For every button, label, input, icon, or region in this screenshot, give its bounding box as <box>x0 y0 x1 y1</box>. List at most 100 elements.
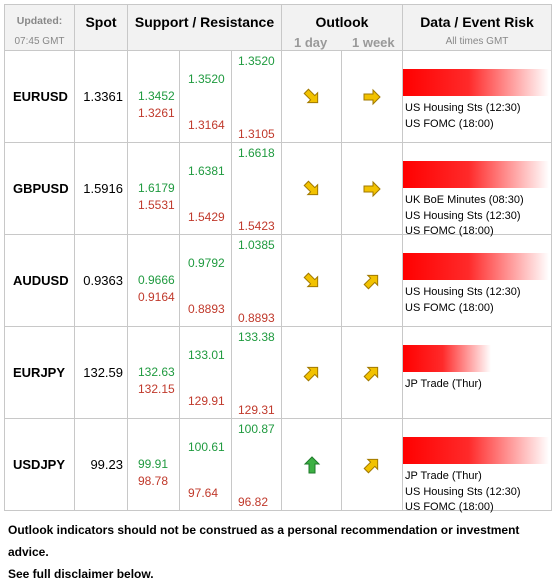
event-risk-cell: JP Trade (Thur) US Housing Sts (12:30) US … <box>402 418 552 513</box>
disclaimer: Outlook indicators should not be constru… <box>8 519 560 585</box>
outlook-1week-label: 1 week <box>352 35 395 50</box>
pair-name: EURJPY <box>4 326 75 419</box>
sr-col-1: 1.3452 1.3261 <box>127 50 180 143</box>
sr-col-3: 1.0385 0.8893 <box>231 234 282 327</box>
support-3: 96.82 <box>238 495 269 509</box>
table-row: EURUSD 1.3361 1.3452 1.3261 1.3520 1.3164 1.35… <box>4 50 552 143</box>
support-3: 129.31 <box>238 403 275 417</box>
event-risk-cell: US Housing Sts (12:30) US FOMC (18:00) <box>402 50 552 143</box>
spot-price: 132.59 <box>74 326 128 419</box>
sr-col-3: 133.38 129.31 <box>231 326 282 419</box>
disclaimer-line1: Outlook indicators should not be constru… <box>8 523 520 559</box>
risk-bar <box>403 161 549 188</box>
support-3: 0.8893 <box>238 311 275 325</box>
event-list: US Housing Sts (12:30) US FOMC (18:00) <box>405 285 521 316</box>
resistance-2: 1.3520 <box>188 72 225 86</box>
outlook-1day-icon <box>281 142 342 235</box>
resistance-1: 132.63 <box>138 365 175 379</box>
pair-name: GBPUSD <box>4 142 75 235</box>
event-item: US FOMC (18:00) <box>405 117 494 130</box>
spot-price: 1.5916 <box>74 142 128 235</box>
outlook-1day-icon <box>281 234 342 327</box>
outlook-1day-icon <box>281 326 342 419</box>
support-2: 1.3164 <box>188 118 225 132</box>
support-1: 98.78 <box>138 474 169 488</box>
event-item: JP Trade (Thur) <box>405 470 482 482</box>
support-3: 1.5423 <box>238 219 275 233</box>
events-header: Data / Event Risk All times GMT <box>402 4 552 51</box>
outlook-1day-label: 1 day <box>294 35 328 50</box>
event-list: JP Trade (Thur) US Housing Sts (12:30) US … <box>405 469 521 516</box>
sr-col-3: 1.6618 1.5423 <box>231 142 282 235</box>
resistance-3: 133.38 <box>238 330 275 344</box>
support-1: 1.3261 <box>138 106 175 120</box>
resistance-2: 0.9792 <box>188 256 225 270</box>
outlook-1week-icon <box>341 50 403 143</box>
event-risk-cell: US Housing Sts (12:30) US FOMC (18:00) <box>402 234 552 327</box>
header-row: Updated: 07:45 GMT Spot Support / Resist… <box>4 4 552 51</box>
table-row: AUDUSD 0.9363 0.9666 0.9164 0.9792 0.8893 1.03… <box>4 234 552 327</box>
outlook-1week-icon <box>341 234 403 327</box>
spot-price: 0.9363 <box>74 234 128 327</box>
event-item: US Housing Sts (12:30) <box>405 286 521 298</box>
risk-bar <box>403 345 491 372</box>
outlook-1day-icon <box>281 418 342 511</box>
resistance-1: 0.9666 <box>138 273 175 287</box>
event-item: US Housing Sts (12:30) <box>405 102 521 114</box>
updated-label: Updated: <box>16 15 63 27</box>
sr-col-1: 1.6179 1.5531 <box>127 142 180 235</box>
spot-price: 99.23 <box>74 418 128 511</box>
pair-name: EURUSD <box>4 50 75 143</box>
risk-bar <box>403 253 549 280</box>
resistance-1: 1.6179 <box>138 181 175 195</box>
resistance-2: 100.61 <box>188 440 225 454</box>
sr-col-2: 0.9792 0.8893 <box>179 234 232 327</box>
risk-bar <box>403 437 549 464</box>
support-2: 129.91 <box>188 394 225 408</box>
outlook-1week-icon <box>341 326 403 419</box>
disclaimer-line2: See full disclaimer below. <box>8 567 154 581</box>
pair-name: AUDUSD <box>4 234 75 327</box>
resistance-2: 133.01 <box>188 348 225 362</box>
sr-header: Support / Resistance <box>127 4 282 51</box>
resistance-2: 1.6381 <box>188 164 225 178</box>
sr-col-2: 1.3520 1.3164 <box>179 50 232 143</box>
sr-col-2: 100.61 97.64 <box>179 418 232 511</box>
pair-name: USDJPY <box>4 418 75 511</box>
sr-col-3: 100.87 96.82 <box>231 418 282 511</box>
event-item: US FOMC (18:00) <box>405 301 494 314</box>
resistance-3: 100.87 <box>238 422 275 436</box>
resistance-1: 99.91 <box>138 457 169 471</box>
updated-header: Updated: 07:45 GMT <box>4 4 75 51</box>
outlook-1week-icon <box>341 418 403 511</box>
support-1: 1.5531 <box>138 198 175 212</box>
support-3: 1.3105 <box>238 127 275 141</box>
resistance-1: 1.3452 <box>138 89 175 103</box>
outlook-1day-icon <box>281 50 342 143</box>
event-risk-cell: JP Trade (Thur) <box>402 326 552 419</box>
event-item: US Housing Sts (12:30) <box>405 485 521 498</box>
event-item: US Housing Sts (12:30) <box>405 209 521 222</box>
spot-price: 1.3361 <box>74 50 128 143</box>
sr-col-1: 0.9666 0.9164 <box>127 234 180 327</box>
event-list: UK BoE Minutes (08:30) US Housing Sts (12… <box>405 193 524 240</box>
resistance-3: 1.0385 <box>238 238 275 252</box>
outlook-header: Outlook 1 day 1 week <box>281 4 403 51</box>
event-list: US Housing Sts (12:30) US FOMC (18:00) <box>405 101 521 132</box>
support-1: 0.9164 <box>138 290 175 304</box>
spot-header: Spot <box>74 4 128 51</box>
support-2: 1.5429 <box>188 210 225 224</box>
risk-bar <box>403 69 549 96</box>
sr-col-3: 1.3520 1.3105 <box>231 50 282 143</box>
outlook-1week-icon <box>341 142 403 235</box>
sr-col-2: 133.01 129.91 <box>179 326 232 419</box>
event-item: US FOMC (18:00) <box>405 501 494 513</box>
event-list: JP Trade (Thur) <box>405 377 482 393</box>
sr-col-2: 1.6381 1.5429 <box>179 142 232 235</box>
resistance-3: 1.3520 <box>238 54 275 68</box>
sr-col-1: 132.63 132.15 <box>127 326 180 419</box>
resistance-3: 1.6618 <box>238 146 275 160</box>
table-row: GBPUSD 1.5916 1.6179 1.5531 1.6381 1.5429 1.66… <box>4 142 552 237</box>
support-2: 0.8893 <box>188 302 225 316</box>
event-item: JP Trade (Thur) <box>405 378 482 390</box>
